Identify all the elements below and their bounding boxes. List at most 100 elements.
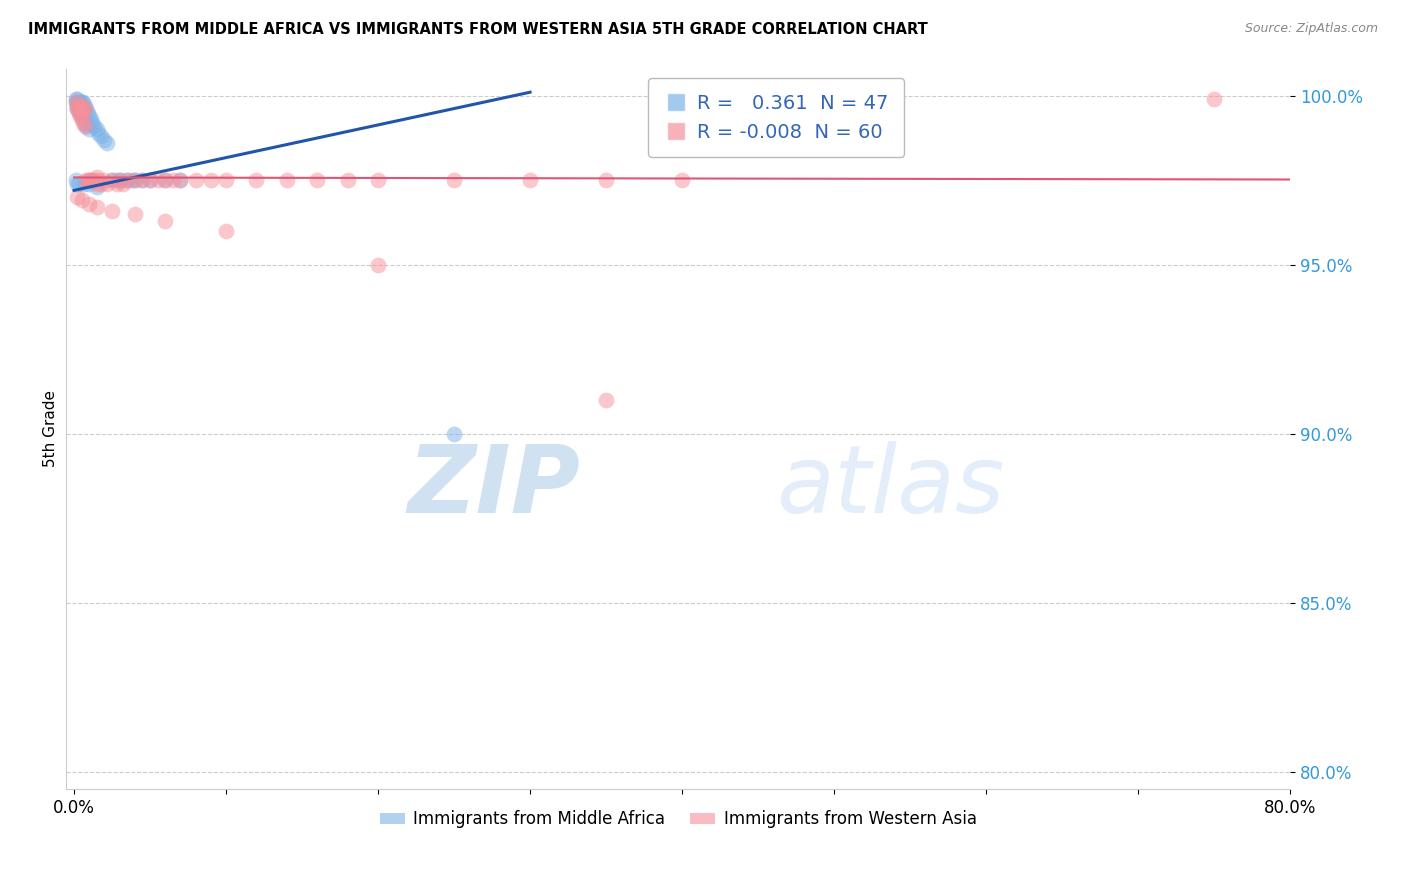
Point bbox=[73, 102, 96, 116]
Point bbox=[86, 200, 108, 214]
Point bbox=[519, 173, 541, 187]
Point bbox=[146, 173, 169, 187]
Point bbox=[367, 173, 389, 187]
Point bbox=[121, 173, 143, 187]
Point bbox=[77, 173, 100, 187]
Point bbox=[75, 173, 97, 187]
Point bbox=[65, 95, 87, 110]
Point bbox=[75, 102, 97, 116]
Point bbox=[66, 177, 89, 191]
Point bbox=[105, 177, 128, 191]
Text: atlas: atlas bbox=[776, 441, 1004, 532]
Point bbox=[108, 173, 131, 187]
Point bbox=[671, 173, 693, 187]
Point bbox=[595, 173, 617, 187]
Point bbox=[87, 173, 110, 187]
Point bbox=[66, 190, 89, 204]
Point bbox=[245, 173, 267, 187]
Point bbox=[111, 177, 134, 191]
Point bbox=[69, 95, 91, 110]
Point bbox=[155, 173, 177, 187]
Point bbox=[155, 173, 177, 187]
Point bbox=[93, 132, 115, 146]
Point bbox=[67, 102, 90, 116]
Point bbox=[105, 173, 128, 187]
Point bbox=[117, 173, 139, 187]
Point bbox=[367, 258, 389, 272]
Point bbox=[215, 173, 238, 187]
Point bbox=[70, 112, 93, 127]
Point bbox=[90, 177, 112, 191]
Point bbox=[69, 109, 91, 123]
Point bbox=[200, 173, 222, 187]
Point bbox=[184, 173, 207, 187]
Point bbox=[72, 102, 94, 116]
Point bbox=[169, 173, 191, 187]
Point bbox=[77, 197, 100, 211]
Point bbox=[131, 173, 153, 187]
Point bbox=[76, 173, 98, 187]
Point bbox=[443, 173, 465, 187]
Point bbox=[101, 173, 124, 187]
Point bbox=[70, 109, 93, 123]
Y-axis label: 5th Grade: 5th Grade bbox=[44, 391, 58, 467]
Point bbox=[77, 177, 100, 191]
Point bbox=[73, 116, 96, 130]
Point bbox=[82, 173, 104, 187]
Point bbox=[82, 116, 104, 130]
Point bbox=[162, 173, 184, 187]
Point bbox=[67, 99, 90, 113]
Point bbox=[215, 224, 238, 238]
Point bbox=[96, 177, 118, 191]
Point bbox=[101, 203, 124, 218]
Point bbox=[101, 173, 124, 187]
Point bbox=[73, 119, 96, 133]
Point bbox=[65, 95, 87, 110]
Point bbox=[124, 173, 146, 187]
Point bbox=[86, 122, 108, 136]
Point bbox=[443, 426, 465, 441]
Point bbox=[1204, 92, 1226, 106]
Point bbox=[69, 105, 91, 120]
Point bbox=[117, 173, 139, 187]
Point bbox=[155, 214, 177, 228]
Point bbox=[86, 169, 108, 184]
Point bbox=[276, 173, 298, 187]
Point bbox=[131, 173, 153, 187]
Point bbox=[595, 393, 617, 408]
Point bbox=[108, 173, 131, 187]
Point bbox=[70, 102, 93, 116]
Point bbox=[65, 92, 87, 106]
Point bbox=[77, 122, 100, 136]
Point bbox=[90, 129, 112, 144]
Point bbox=[307, 173, 329, 187]
Legend: Immigrants from Middle Africa, Immigrants from Western Asia: Immigrants from Middle Africa, Immigrant… bbox=[374, 804, 983, 835]
Point bbox=[67, 105, 90, 120]
Point bbox=[76, 105, 98, 120]
Text: IMMIGRANTS FROM MIDDLE AFRICA VS IMMIGRANTS FROM WESTERN ASIA 5TH GRADE CORRELAT: IMMIGRANTS FROM MIDDLE AFRICA VS IMMIGRA… bbox=[28, 22, 928, 37]
Point bbox=[67, 177, 90, 191]
Point bbox=[65, 173, 87, 187]
Point bbox=[83, 119, 105, 133]
Point bbox=[336, 173, 359, 187]
Point bbox=[169, 173, 191, 187]
Point bbox=[80, 173, 103, 187]
Point bbox=[66, 102, 89, 116]
Point bbox=[66, 99, 89, 113]
Point bbox=[124, 173, 146, 187]
Point bbox=[93, 173, 115, 187]
Point bbox=[73, 177, 96, 191]
Point bbox=[73, 99, 96, 113]
Point bbox=[86, 180, 108, 194]
Point bbox=[75, 119, 97, 133]
Point bbox=[72, 116, 94, 130]
Point bbox=[87, 126, 110, 140]
Point bbox=[80, 112, 103, 127]
Point bbox=[66, 102, 89, 116]
Point bbox=[70, 194, 93, 208]
Point bbox=[67, 99, 90, 113]
Point bbox=[77, 109, 100, 123]
Text: ZIP: ZIP bbox=[408, 441, 581, 533]
Point bbox=[67, 95, 90, 110]
Point bbox=[72, 112, 94, 127]
